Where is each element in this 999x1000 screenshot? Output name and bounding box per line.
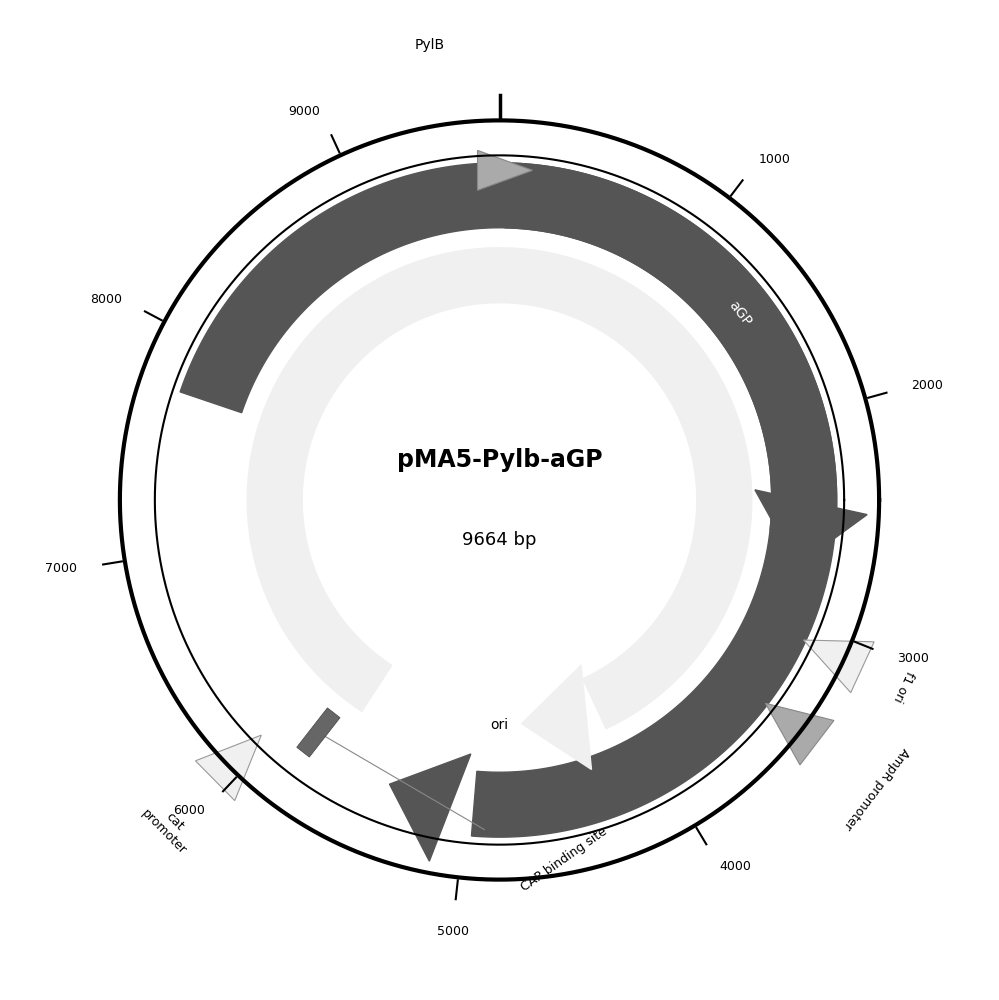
Text: 8000: 8000 — [90, 293, 122, 306]
Text: 5000: 5000 — [437, 925, 469, 938]
Text: CAP binding site: CAP binding site — [518, 825, 610, 894]
Polygon shape — [390, 754, 471, 861]
Polygon shape — [180, 163, 836, 837]
Text: repB: repB — [209, 607, 235, 642]
Text: 1000: 1000 — [758, 153, 790, 166]
Text: 2000: 2000 — [911, 379, 943, 392]
Polygon shape — [521, 665, 591, 769]
Polygon shape — [297, 708, 340, 757]
Polygon shape — [765, 703, 834, 765]
Polygon shape — [803, 640, 874, 693]
Polygon shape — [196, 735, 262, 801]
Text: AmpR promoter: AmpR promoter — [841, 745, 912, 832]
Text: pMA5-Pylb-aGP: pMA5-Pylb-aGP — [397, 448, 602, 472]
Text: aGP: aGP — [726, 298, 754, 328]
Text: cat
promoter: cat promoter — [139, 796, 199, 857]
Text: 3000: 3000 — [897, 652, 928, 665]
Text: f1 ori: f1 ori — [890, 668, 916, 704]
Text: 9000: 9000 — [289, 105, 321, 118]
Text: 9664 bp: 9664 bp — [463, 531, 536, 549]
Text: ori: ori — [491, 718, 508, 732]
Text: 6000: 6000 — [173, 804, 205, 817]
Polygon shape — [755, 490, 867, 566]
Polygon shape — [504, 163, 836, 537]
Polygon shape — [478, 150, 532, 190]
Text: 4000: 4000 — [719, 860, 751, 873]
Polygon shape — [248, 248, 751, 729]
Text: 7000: 7000 — [46, 562, 78, 575]
Text: PylB: PylB — [415, 38, 445, 52]
